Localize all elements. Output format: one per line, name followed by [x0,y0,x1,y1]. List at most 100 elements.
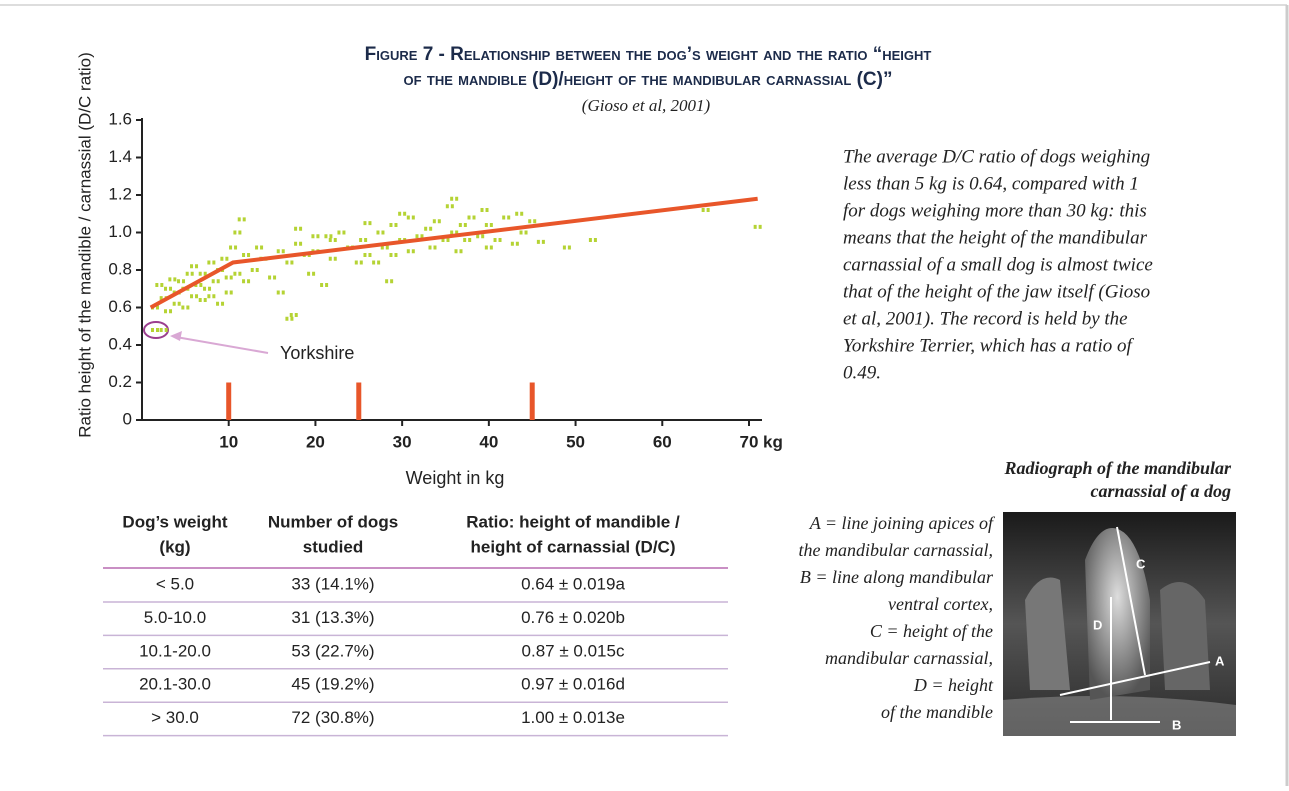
data-point [329,257,337,261]
table-cell: 20.1-30.0 [139,675,211,694]
y-tick-label: 0.4 [108,334,132,353]
data-point [285,317,293,321]
data-point [433,219,441,223]
data-point [463,238,471,242]
data-point [164,309,172,313]
data-point [511,242,519,246]
note-line: means that the height of the mandibular [843,227,1148,248]
data-point [229,246,237,250]
title: of the mandible (D)/height of the mandib… [404,69,893,90]
x-tick-label: 60 [653,432,672,451]
y-tick-label: 0 [123,409,132,428]
radiograph [1003,512,1236,736]
page: {"header": {"title": ["Figure 7 - Relati… [0,0,1289,786]
data-point [355,261,363,265]
category-boundary [226,383,231,421]
data-point [485,246,493,250]
data-point [164,287,172,291]
data-point [190,294,198,298]
radiograph-label: A [1215,653,1225,668]
y-tick-label: 0.6 [108,297,132,316]
data-point [502,216,510,220]
annotation-circle [144,322,168,338]
table-cell: 0.64 ± 0.019a [521,574,625,593]
data-point [203,287,211,291]
page-canvas: Yorkshire A B C D Figure 7 - Relationshi… [0,0,1289,786]
data-point [446,204,454,208]
radiograph-caption: carnassial of a dog [1090,481,1231,501]
data-point [233,231,241,235]
data-point [389,223,397,227]
data-point [363,253,371,257]
note-line: less than 5 kg is 0.64, compared with 1 [843,173,1139,194]
table-cell: 53 (22.7%) [291,641,374,660]
data-point [407,216,415,220]
table-cell: > 30.0 [151,708,199,727]
data-point [702,208,710,212]
annotation-arrowhead [170,331,182,341]
radiograph-caption: Radiograph of the mandibular [1003,458,1232,478]
radiograph-label: C [1136,556,1146,571]
data-point [389,253,397,257]
data-point [155,283,163,287]
data-point [277,249,285,253]
table-cell: 31 (13.3%) [291,608,374,627]
data-point [294,242,302,246]
x-tick-label: 70 [740,432,759,451]
data-point [233,272,241,276]
table-cell: 1.00 ± 0.013e [521,708,625,727]
data-point [220,257,228,261]
data-point [199,298,207,302]
y-tick-label: 1.0 [108,222,132,241]
data-point [177,279,185,283]
annotation-label: Yorkshire [280,343,354,363]
table-cell: 0.97 ± 0.016d [521,675,625,694]
table-cell: 0.76 ± 0.020b [521,608,625,627]
trend-line [151,199,758,308]
data-point [255,246,263,250]
data-point [407,249,415,253]
y-tick-label: 0.8 [108,259,132,278]
note-line: that of the height of the jaw itself (Gi… [843,281,1150,302]
data-point [537,240,545,244]
data-point [450,197,458,201]
data-point [160,328,168,332]
x-tick-label: 10 [219,432,238,451]
radiograph-legend: A = line joining apices of [809,513,996,533]
data-point [216,302,224,306]
data-point [173,302,181,306]
data-point [428,246,436,250]
data-point [481,208,489,212]
table-cell: 10.1-20.0 [139,641,211,660]
radiograph-legend: the mandibular carnassial, [798,540,993,560]
note-line: et al, 2001). The record is held by the [843,308,1128,329]
note-line: The average D/C ratio of dogs weighing [843,146,1150,167]
data-point [424,227,432,231]
data-point [225,291,233,295]
data-point [238,217,246,221]
annotation-arrow [176,337,268,353]
data-point [186,272,194,276]
data-point [290,313,298,317]
data-point [363,221,371,225]
table-header: height of carnassial (D/C) [471,537,676,556]
table-cell: 33 (14.1%) [291,574,374,593]
data-point [337,231,345,235]
data-point [589,238,597,242]
radiograph-legend: mandibular carnassial, [825,648,993,668]
data-point [398,212,406,216]
data-point [455,249,463,253]
data-point [476,234,484,238]
source: (Gioso et al, 2001) [582,96,711,115]
data-point [277,291,285,295]
y-axis-label: Ratio height of the mandible / carnassia… [75,52,94,438]
data-point [311,234,319,238]
radiograph-label: B [1172,717,1181,732]
data-point [268,276,276,280]
x-tick-label: 30 [393,432,412,451]
data-point [494,238,502,242]
table-cell: 72 (30.8%) [291,708,374,727]
data-point [225,276,233,280]
data-point [563,246,571,250]
radiograph-legend: ventral cortex, [888,594,993,614]
